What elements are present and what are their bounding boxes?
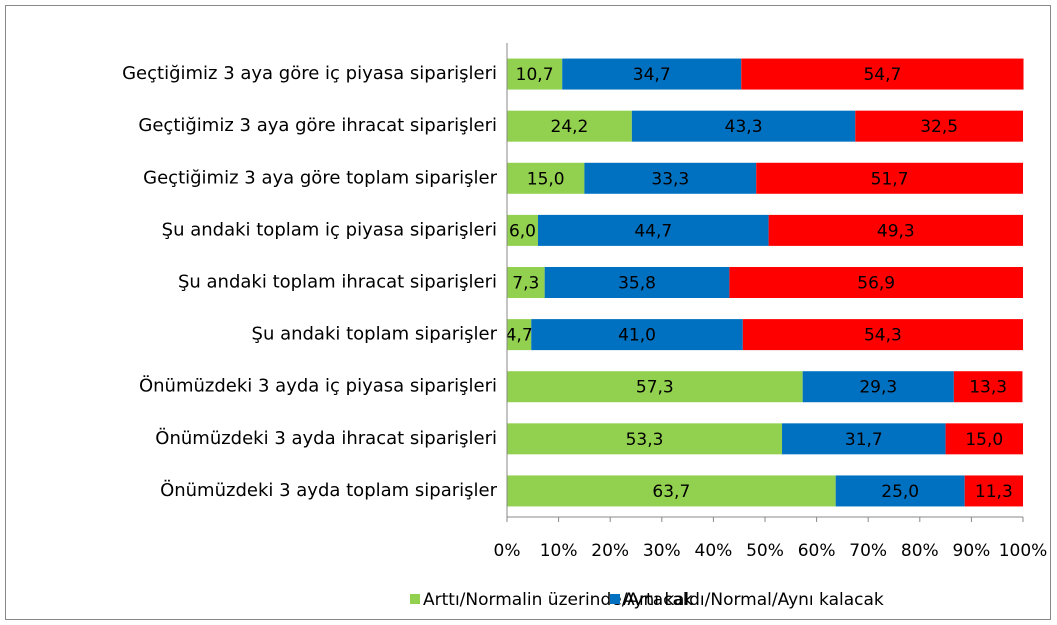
bar-segment (507, 371, 803, 403)
bar-segment (945, 423, 1023, 455)
value-label: 53,3 (626, 430, 664, 450)
value-label: 41,0 (618, 326, 656, 346)
bar-segment (756, 162, 1023, 194)
bar-segment (964, 475, 1023, 507)
value-label: 43,3 (725, 117, 763, 137)
value-label: 32,5 (920, 117, 958, 137)
bar-segment (507, 214, 538, 246)
value-label: 54,3 (864, 326, 902, 346)
bar-segment (584, 162, 757, 194)
value-label: 44,7 (634, 221, 672, 241)
x-tick-label: 30% (643, 541, 681, 561)
value-label: 54,7 (863, 65, 901, 85)
value-label: 24,2 (551, 117, 589, 137)
x-tick-label: 100% (999, 541, 1048, 561)
value-label: 15,0 (965, 430, 1003, 450)
bar-segment (507, 267, 545, 298)
bar-segment (855, 110, 1023, 142)
x-tick-label: 60% (798, 541, 836, 561)
y-tick-label: Geçtiğimiz 3 aya göre toplam siparişler (143, 167, 497, 188)
bar-segment (631, 110, 856, 142)
bar-segment (742, 319, 1023, 351)
y-tick-label: Önümüzdeki 3 ayda ihracat siparişleri (155, 427, 497, 449)
value-label: 51,7 (871, 169, 909, 189)
legend-label: Arttı/Normalin üzerinde/Artacak (423, 590, 693, 610)
value-label: 57,3 (636, 378, 674, 398)
legend-swatch (610, 594, 620, 604)
bar-segment (507, 110, 632, 142)
bar-segment (768, 214, 1023, 246)
value-label: 11,3 (975, 482, 1013, 502)
x-tick-label: 70% (849, 541, 887, 561)
value-label: 35,8 (618, 274, 656, 294)
value-label: 13,3 (969, 378, 1007, 398)
value-label: 29,3 (859, 378, 897, 398)
x-tick-label: 10% (540, 541, 578, 561)
bar-segment (782, 423, 946, 455)
bar-segment (562, 58, 742, 90)
value-label: 33,3 (651, 169, 689, 189)
legend-label: Aynı kaldı/Normal/Aynı kalacak (623, 590, 884, 610)
x-tick-label: 40% (695, 541, 733, 561)
x-tick-label: 90% (953, 541, 991, 561)
x-tick-label: 0% (494, 541, 521, 561)
legend-swatch (410, 594, 420, 604)
value-label: 25,0 (881, 482, 919, 502)
y-tick-label: Geçtiğimiz 3 aya göre iç piyasa siparişl… (122, 63, 497, 84)
value-label: 7,3 (512, 274, 539, 294)
y-tick-label: Önümüzdeki 3 ayda toplam siparişler (160, 479, 498, 501)
bar-segment (507, 162, 585, 194)
x-tick-label: 80% (901, 541, 939, 561)
y-tick-label: Şu andaki toplam ihracat siparişleri (178, 272, 497, 293)
y-tick-label: Şu andaki toplam siparişler (252, 324, 498, 345)
bar-segment (507, 58, 563, 90)
x-tick-label: 50% (746, 541, 784, 561)
value-label: 15,0 (527, 169, 565, 189)
bar-segment (531, 319, 743, 351)
bar-segment (507, 423, 783, 455)
bar-segment (544, 267, 730, 298)
bar-segment (953, 371, 1023, 403)
y-tick-label: Şu andaki toplam iç piyasa siparişleri (162, 219, 497, 240)
x-tick-label: 20% (591, 541, 629, 561)
value-label: 31,7 (845, 430, 883, 450)
value-label: 49,3 (877, 221, 915, 241)
bar-segment (729, 267, 1023, 298)
bar-segment (835, 475, 965, 507)
value-label: 34,7 (633, 65, 671, 85)
bar-segment (802, 371, 954, 403)
value-label: 4,7 (506, 326, 533, 346)
value-label: 6,0 (509, 221, 536, 241)
y-tick-label: Geçtiğimiz 3 aya göre ihracat siparişler… (138, 115, 497, 136)
bar-segment (537, 214, 769, 246)
bar-segment (507, 319, 532, 351)
value-label: 63,7 (652, 482, 690, 502)
bar-segment (507, 475, 836, 507)
value-label: 56,9 (857, 274, 895, 294)
y-tick-label: Önümüzdeki 3 ayda iç piyasa siparişleri (139, 375, 497, 397)
bar-segment (741, 58, 1024, 90)
value-label: 10,7 (516, 65, 554, 85)
chart-border (5, 5, 1051, 620)
